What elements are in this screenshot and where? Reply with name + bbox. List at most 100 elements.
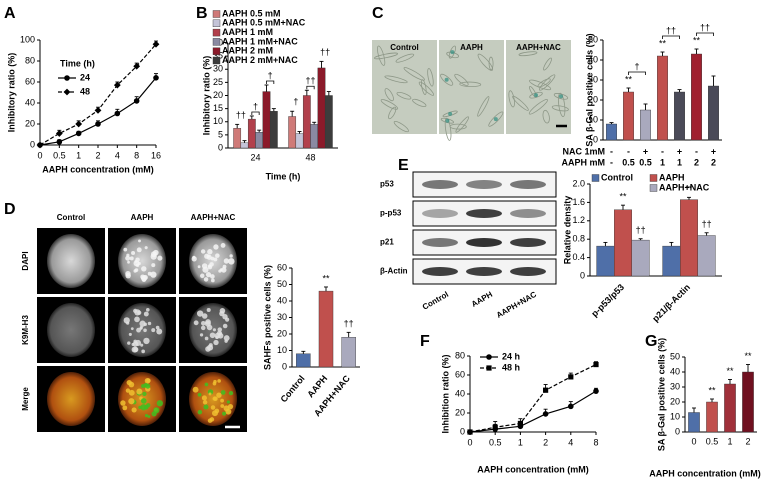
x-tick-label: 0.5 [489, 437, 502, 447]
nucleus [47, 372, 95, 426]
annotation: †† [666, 25, 676, 35]
x-tick-label: 24 [250, 152, 260, 162]
foci [145, 307, 150, 312]
y-tick-label: 10 [213, 116, 223, 126]
foci [206, 344, 214, 351]
legend-marker [486, 354, 492, 360]
cell [543, 57, 552, 71]
bar [697, 235, 716, 277]
legend-label: 48 [80, 86, 90, 96]
annotation: †† [702, 219, 712, 229]
y-tick-label: 0 [675, 426, 680, 436]
foci [202, 400, 208, 405]
foci [204, 253, 210, 259]
bracket [306, 85, 315, 90]
x-tick-label: 16 [151, 150, 161, 160]
y-tick-label: 0 [282, 361, 287, 371]
blot-label: p-p53 [380, 209, 402, 218]
series-line [469, 390, 597, 433]
y-tick-label: 10 [277, 345, 287, 355]
foci [203, 404, 209, 410]
blot-band [422, 209, 458, 218]
y-tick-label: 0 [460, 426, 465, 436]
foci [200, 249, 206, 254]
y-tick-label: 0.4 [572, 252, 585, 262]
bar [640, 109, 651, 141]
image-label: K9M-H3 [21, 315, 30, 345]
stain [450, 50, 455, 55]
legend-label: AAPH 0.5 mM [222, 8, 281, 18]
foci [130, 327, 134, 331]
point [593, 361, 599, 368]
foci [206, 307, 211, 313]
annotation: †† [305, 76, 315, 86]
y-tick-label: 30 [670, 381, 680, 391]
foci [222, 411, 227, 416]
cell [412, 98, 427, 108]
cell [553, 93, 569, 100]
series-line [469, 364, 597, 433]
y-axis-label: SA β-Gal positive cells (%) [584, 33, 594, 146]
foci [225, 408, 232, 415]
x-tick-label: 8 [134, 150, 139, 160]
x-tick-label: 1 [518, 437, 523, 447]
foci [207, 249, 213, 255]
x-tick-label: p-p53/p53 [589, 282, 626, 319]
foci [201, 313, 208, 319]
x-tick-label: 2 [745, 436, 750, 446]
foci [143, 311, 149, 317]
y-tick-label: 30 [213, 64, 223, 74]
foci [151, 263, 156, 268]
nucleus [47, 234, 95, 288]
x-tick-label: Control [278, 373, 306, 404]
foci [143, 404, 149, 410]
panel-letter: F [420, 333, 430, 350]
point [152, 40, 160, 48]
cell [374, 52, 399, 60]
annotation: † [253, 101, 258, 111]
cell [488, 111, 504, 127]
x-row-value: - [610, 157, 613, 167]
foci [131, 407, 137, 413]
bar [324, 95, 333, 149]
blot-band [422, 267, 458, 276]
y-tick-label: 60 [277, 262, 287, 272]
y-tick-label: 20 [588, 94, 598, 104]
annotation: ** [708, 385, 716, 395]
foci [208, 392, 212, 396]
foci [213, 379, 217, 384]
foci [193, 320, 199, 326]
annotation: ** [322, 273, 330, 283]
foci [138, 239, 141, 243]
blot-label: β-Actin [380, 267, 408, 276]
cell [542, 109, 550, 124]
blot-label: p21 [380, 238, 394, 247]
blot-column: AAPH [470, 290, 494, 309]
y-tick-label: 25 [213, 77, 223, 87]
y-tick-label: 35 [213, 51, 223, 61]
bar [688, 412, 700, 433]
foci [128, 332, 132, 336]
image-label: AAPH [460, 43, 483, 52]
y-tick-label: 20 [213, 90, 223, 100]
y-tick-label: 40 [588, 54, 598, 64]
x-axis-label: AAPH concentration (mM) [42, 164, 154, 174]
foci [220, 267, 227, 273]
foci [144, 246, 148, 250]
foci [142, 274, 148, 281]
x-row-value: - [661, 146, 664, 156]
legend-swatch [649, 174, 658, 182]
foci [229, 254, 233, 258]
foci [200, 325, 206, 331]
y-tick-label: 40 [455, 388, 465, 398]
bar [674, 91, 685, 141]
y-axis-label: SAHFs positive cells (%) [262, 265, 272, 370]
x-tick-label: 4 [115, 150, 120, 160]
foci [220, 243, 226, 248]
y-axis-label: Inhibitory ratio (%) [201, 56, 211, 136]
cell [377, 45, 386, 66]
x-row-label: AAPH mM [561, 157, 605, 167]
foci [127, 341, 131, 345]
cell [454, 73, 469, 86]
annotation: † [268, 70, 273, 80]
